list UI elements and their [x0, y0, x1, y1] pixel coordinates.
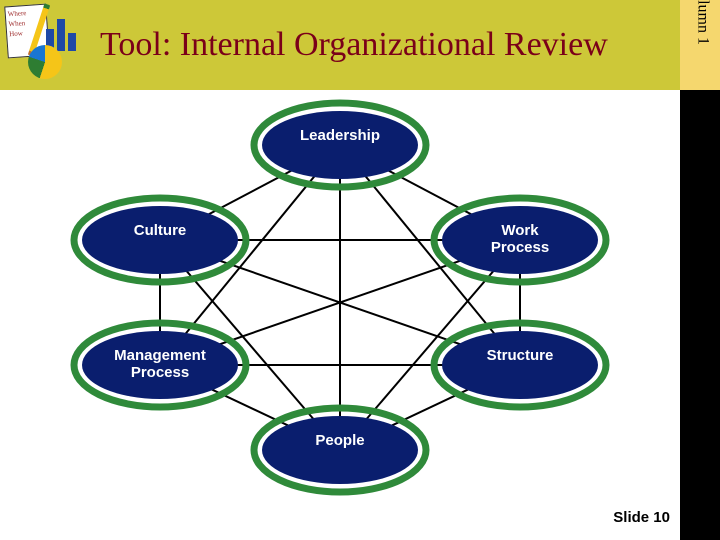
pie-icon: [28, 45, 62, 79]
title-band: Where When How Tool: Internal Organizati…: [0, 0, 680, 90]
note-line: When: [8, 19, 25, 28]
note-line: Where: [8, 9, 27, 18]
note-line: How: [9, 29, 23, 38]
slide-title: Tool: Internal Organizational Review: [100, 27, 608, 63]
slide: Column 1 Where When How Tool: Internal O…: [0, 0, 720, 540]
column-tab-label: Column 1: [694, 0, 712, 45]
slide-number: Slide 10: [613, 509, 670, 526]
org-review-diagram: LeadershipWorkProcessStructurePeopleMana…: [0, 90, 680, 500]
planning-logo-icon: Where When How: [6, 5, 86, 85]
